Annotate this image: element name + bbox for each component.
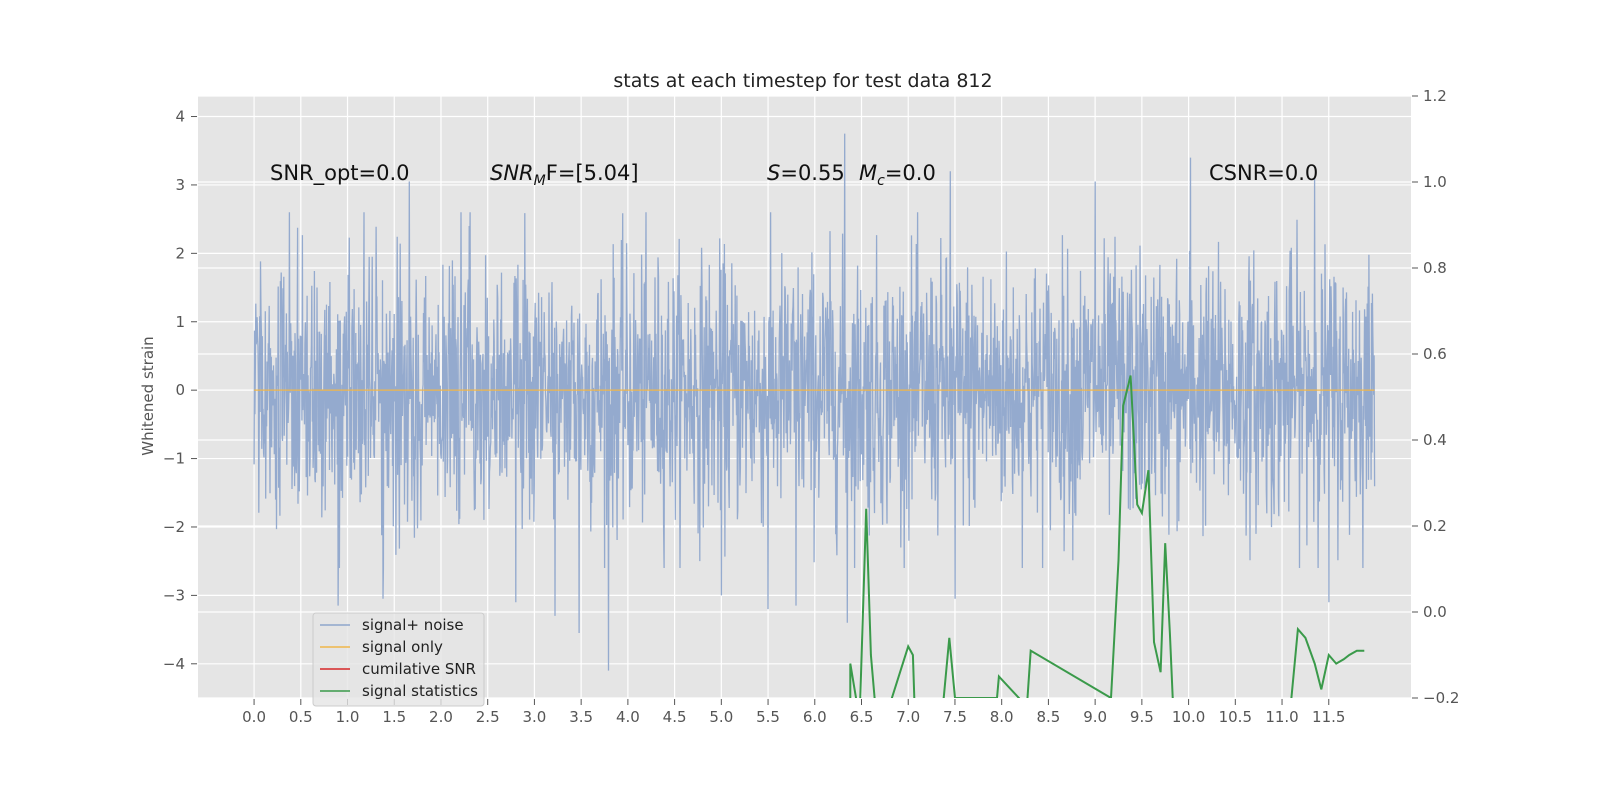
chart-title: stats at each timestep for test data 812 bbox=[613, 70, 992, 92]
x-tick-label: 11.5 bbox=[1312, 708, 1345, 726]
y-tick-label: −2 bbox=[163, 518, 185, 536]
y-tick-label: −1 bbox=[163, 450, 185, 468]
legend-label-signal-only: signal only bbox=[362, 638, 443, 656]
x-tick-label: 10.0 bbox=[1172, 708, 1205, 726]
annotation-s-value: =0.55 bbox=[780, 161, 844, 185]
annotation-snr-mf-subscript: M bbox=[534, 173, 546, 189]
series-signal-noise-line bbox=[253, 133, 1376, 671]
annotation-snr-opt: SNR_opt=0.0 bbox=[270, 161, 410, 186]
y-right-tick-label: 0.6 bbox=[1423, 345, 1447, 363]
annotation-s: S=0.55 bbox=[767, 161, 845, 185]
annotation-mc-value: =0.0 bbox=[885, 161, 936, 185]
y-tick-label: −3 bbox=[163, 586, 185, 604]
x-tick-label: 5.0 bbox=[709, 708, 733, 726]
x-tick-label: 0.0 bbox=[242, 708, 266, 726]
x-tick-label: 8.5 bbox=[1036, 708, 1060, 726]
y-tick-label: 2 bbox=[175, 244, 185, 262]
y-axis-label: Whitened strain bbox=[139, 336, 157, 455]
y-tick-label: 4 bbox=[175, 108, 185, 126]
legend-box bbox=[312, 612, 485, 707]
y-right-tick-label: 0.2 bbox=[1423, 517, 1447, 535]
y-tick-label: −4 bbox=[163, 655, 185, 673]
x-tick-label: 8.0 bbox=[990, 708, 1014, 726]
y-right-tick-label: −0.2 bbox=[1423, 689, 1459, 707]
x-tick-label: 9.5 bbox=[1130, 708, 1154, 726]
legend-label-cumilative-snr: cumilative SNR bbox=[362, 660, 476, 678]
annotation-csnr: CSNR=0.0 bbox=[1209, 161, 1318, 185]
x-tick-label: 3.5 bbox=[569, 708, 593, 726]
x-tick-label: 6.5 bbox=[850, 708, 874, 726]
legend: signal+ noise signal only cumilative SNR… bbox=[312, 612, 485, 707]
y-right-tick-label: 1.2 bbox=[1423, 87, 1447, 105]
x-tick-label: 7.0 bbox=[896, 708, 920, 726]
annotation-mc: Mc=0.0 bbox=[859, 161, 936, 189]
x-tick-label: 0.5 bbox=[289, 708, 313, 726]
annotation-s-symbol: S bbox=[767, 161, 780, 185]
y-right-tick-label: 0.4 bbox=[1423, 431, 1447, 449]
x-tick-label: 3.0 bbox=[522, 708, 546, 726]
x-tick-label: 2.0 bbox=[429, 708, 453, 726]
y-tick-label: 3 bbox=[175, 176, 185, 194]
y-right-tick-label: 0.0 bbox=[1423, 603, 1447, 621]
y-right-tick-label: 1.0 bbox=[1423, 173, 1447, 191]
x-tick-label: 2.5 bbox=[476, 708, 500, 726]
annotation-snr-mf-symbol: SNR bbox=[490, 161, 534, 185]
y-tick-label: 1 bbox=[175, 313, 185, 331]
legend-label-signal-noise: signal+ noise bbox=[362, 616, 464, 634]
x-tick-label: 1.5 bbox=[382, 708, 406, 726]
series-signal-statistics-line bbox=[849, 375, 1365, 698]
annotation-mc-symbol: M bbox=[859, 161, 877, 185]
x-tick-label: 6.0 bbox=[803, 708, 827, 726]
x-tick-label: 1.0 bbox=[336, 708, 360, 726]
x-tick-label: 11.0 bbox=[1265, 708, 1298, 726]
y-tick-label: 0 bbox=[175, 381, 185, 399]
annotation-snr-mf: SNRMF=[5.04] bbox=[490, 161, 639, 189]
x-tick-label: 7.5 bbox=[943, 708, 967, 726]
x-tick-label: 5.5 bbox=[756, 708, 780, 726]
x-tick-label: 10.5 bbox=[1219, 708, 1252, 726]
annotation-snr-mf-value: F=[5.04] bbox=[546, 161, 639, 185]
annotation-mc-subscript: c bbox=[877, 173, 885, 189]
legend-label-signal-statistics: signal statistics bbox=[362, 682, 478, 700]
x-tick-label: 9.0 bbox=[1083, 708, 1107, 726]
y-right-tick-label: 0.8 bbox=[1423, 259, 1447, 277]
x-tick-label: 4.0 bbox=[616, 708, 640, 726]
x-tick-label: 4.5 bbox=[663, 708, 687, 726]
